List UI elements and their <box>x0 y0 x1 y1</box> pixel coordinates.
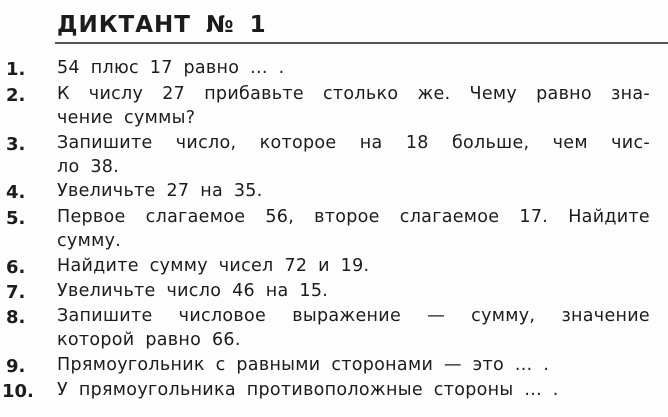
item-text-line: Увеличьте число 46 на 15. <box>57 281 329 301</box>
item-number: 3. <box>6 134 26 155</box>
item-number: 8. <box>6 307 26 328</box>
item-text-line: Увеличьте 27 на 35. <box>57 181 263 201</box>
item-text-line: 54 плюс 17 равно ... . <box>57 58 285 78</box>
item-number: 1. <box>6 59 26 80</box>
item-number: 6. <box>6 257 26 278</box>
item-text-line: Запишите число, которое на 18 больше, че… <box>57 133 650 153</box>
item-number: 9. <box>6 356 26 377</box>
item-text-line: которой равно 66. <box>57 330 241 350</box>
item-text-line: У прямоугольника противоположные стороны… <box>57 380 559 400</box>
item-text-line: сумму. <box>57 231 122 251</box>
item-text-line: Прямоугольник с равными сторонами — это … <box>57 355 550 375</box>
item-text-line: Найдите сумму чисел 72 и 19. <box>57 256 370 276</box>
item-text-line: чение суммы? <box>57 108 196 128</box>
item-number: 5. <box>6 208 26 229</box>
title-divider <box>55 42 668 44</box>
item-text-line: Первое слагаемое 56, второе слагаемое 17… <box>57 207 650 227</box>
item-number: 10. <box>2 381 34 402</box>
item-text-line: ло 38. <box>57 157 120 177</box>
item-text-line: Запишите числовое выражение — сумму, зна… <box>57 306 650 326</box>
item-number: 7. <box>6 282 26 303</box>
item-number: 2. <box>6 85 26 106</box>
page-title: ДИКТАНТ № 1 <box>57 12 267 38</box>
item-text-line: К числу 27 прибавьте столько же. Чему ра… <box>57 84 650 104</box>
item-number: 4. <box>6 182 26 203</box>
